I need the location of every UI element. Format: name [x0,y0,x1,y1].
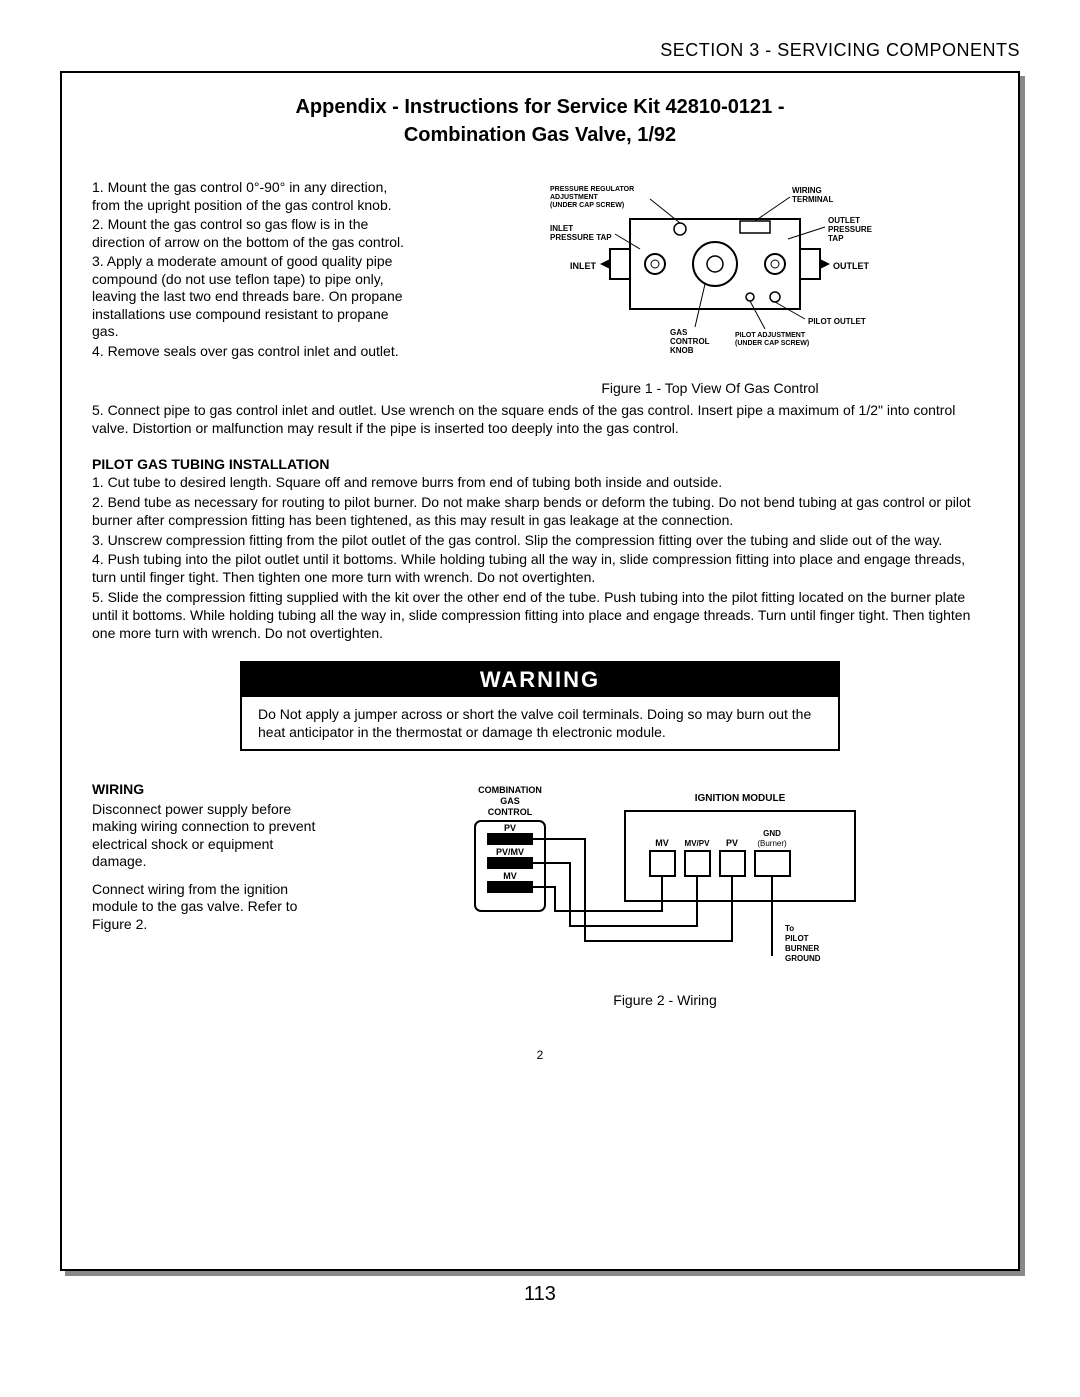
svg-text:INLET: INLET [570,261,597,271]
page-title: Appendix - Instructions for Service Kit … [92,93,988,149]
svg-text:GAS: GAS [500,796,520,806]
svg-text:BURNER: BURNER [785,944,819,953]
warning-box: WARNING Do Not apply a jumper across or … [240,661,840,751]
title-line1: Appendix - Instructions for Service Kit … [295,96,784,118]
figure-2: PV PV/MV MV MV MV/PV PV GND (Burner) [342,781,988,1008]
svg-text:MV: MV [503,871,517,881]
install-p3: 3. Apply a moderate amount of good quali… [92,253,412,341]
install-p1: 1. Mount the gas control 0°-90° in any d… [92,179,412,214]
title-line2: Combination Gas Valve, 1/92 [404,124,676,146]
svg-text:PRESSURE: PRESSURE [828,225,873,234]
pilot-p3: 3. Unscrew compression fitting from the … [92,532,988,550]
svg-text:GROUND: GROUND [785,954,821,963]
svg-text:PV: PV [504,823,516,833]
svg-text:WIRING: WIRING [792,186,822,195]
svg-text:PV: PV [726,838,738,848]
install-text: 1. Mount the gas control 0°-90° in any d… [92,179,412,396]
svg-text:PILOT ADJUSTMENT: PILOT ADJUSTMENT [735,332,806,339]
pilot-heading: PILOT GAS TUBING INSTALLATION [92,456,988,472]
svg-text:TERMINAL: TERMINAL [792,195,833,204]
svg-text:To: To [785,924,794,933]
svg-text:GAS: GAS [670,328,688,337]
svg-text:COMBINATION: COMBINATION [478,785,542,795]
install-p5-wrap: 5. Connect pipe to gas control inlet and… [92,402,988,438]
warning-heading: WARNING [242,663,838,697]
install-p4: 4. Remove seals over gas control inlet a… [92,343,412,361]
svg-text:IGNITION MODULE: IGNITION MODULE [695,793,786,804]
svg-text:CONTROL: CONTROL [670,337,710,346]
wiring-text: WIRING Disconnect power supply before ma… [92,781,322,1008]
svg-text:PRESSURE TAP: PRESSURE TAP [550,233,612,242]
figure-2-caption: Figure 2 - Wiring [342,992,988,1008]
svg-text:GND: GND [763,829,781,838]
install-p5: 5. Connect pipe to gas control inlet and… [92,402,988,438]
pilot-p2: 2. Bend tube as necessary for routing to… [92,494,988,530]
section-header: SECTION 3 - SERVICING COMPONENTS [60,40,1020,61]
svg-text:(Burner): (Burner) [757,839,787,848]
gas-control-diagram: PRESSURE REGULATOR ADJUSTMENT (UNDER CAP… [540,179,880,369]
warning-body: Do Not apply a jumper across or short th… [242,697,838,749]
wiring-p1: Disconnect power supply before making wi… [92,801,322,871]
document-frame: Appendix - Instructions for Service Kit … [60,71,1020,1271]
inner-page-number: 2 [92,1048,988,1062]
pilot-p1: 1. Cut tube to desired length. Square of… [92,474,988,492]
install-p2: 2. Mount the gas control so gas flow is … [92,216,412,251]
pilot-p5: 5. Slide the compression fitting supplie… [92,589,988,643]
figure-1: PRESSURE REGULATOR ADJUSTMENT (UNDER CAP… [432,179,988,396]
wiring-diagram: PV PV/MV MV MV MV/PV PV GND (Burner) [455,781,875,981]
pilot-p4: 4. Push tubing into the pilot outlet unt… [92,551,988,587]
svg-text:MV: MV [655,838,669,848]
svg-text:(UNDER CAP SCREW): (UNDER CAP SCREW) [735,340,809,347]
figure-1-caption: Figure 1 - Top View Of Gas Control [432,380,988,396]
fig1-reg-label: PRESSURE REGULATOR [550,186,634,193]
wiring-heading: WIRING [92,781,322,799]
svg-text:CONTROL: CONTROL [488,807,533,817]
svg-text:ADJUSTMENT: ADJUSTMENT [550,194,599,201]
svg-text:OUTLET: OUTLET [828,216,860,225]
svg-text:PV/MV: PV/MV [496,847,524,857]
svg-text:PILOT: PILOT [785,934,809,943]
svg-text:KNOB: KNOB [670,346,694,355]
page-number: 113 [60,1283,1020,1306]
svg-text:OUTLET: OUTLET [833,261,869,271]
svg-text:INLET: INLET [550,224,573,233]
svg-text:TAP: TAP [828,234,844,243]
svg-text:PILOT OUTLET: PILOT OUTLET [808,317,866,326]
svg-text:MV/PV: MV/PV [685,839,711,848]
wiring-p2: Connect wiring from the ignition module … [92,881,322,934]
svg-text:(UNDER CAP SCREW): (UNDER CAP SCREW) [550,202,624,209]
pilot-text: 1. Cut tube to desired length. Square of… [92,474,988,643]
